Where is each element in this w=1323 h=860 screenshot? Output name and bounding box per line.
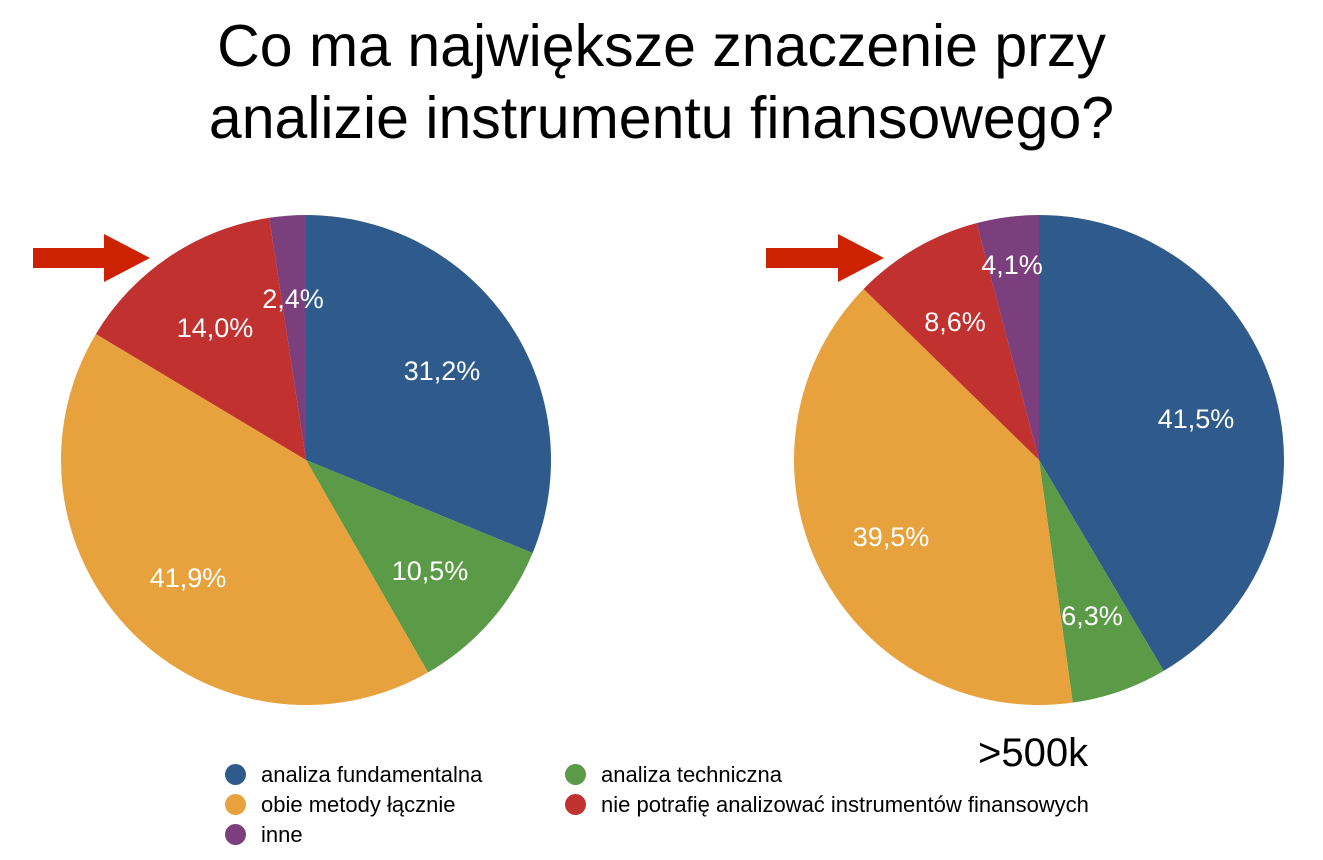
slice-label-other: 2,4% [262,284,324,314]
legend-label: analiza fundamentalna [261,762,483,787]
pie-slice-both [61,333,429,705]
pie-slice-other [269,215,306,460]
legend-label: analiza techniczna [601,762,783,787]
chart-title: Co ma największe znaczenie przy analizie… [0,10,1323,154]
legend-label: nie potrafię analizować instrumentów fin… [601,792,1089,817]
pie-slice-other [976,215,1039,460]
legend-label: inne [261,822,303,847]
legend-swatch-purple [225,824,246,845]
pie-slice-fundamental [1039,215,1284,671]
title-line-1: Co ma największe znaczenie przy [217,13,1106,79]
legend-swatch-red [565,794,586,815]
slice-label-other: 4,1% [981,250,1043,280]
slice-label-fundamental: 41,5% [1158,404,1235,434]
slice-label-both: 39,5% [853,522,930,552]
pie-slice-fundamental [306,215,551,554]
title-line-2: analizie instrumentu finansowego? [208,85,1115,151]
pie-slice-cannot [95,217,306,460]
slice-label-cannot: 14,0% [177,313,254,343]
legend-swatch-green [565,764,586,785]
pie-slice-technical [306,460,533,673]
pie-slice-both [793,288,1073,705]
pie-chart-over-500k: 41,5% 6,3% 39,5% 8,6% 4,1% [766,215,1284,705]
slice-label-fundamental: 31,2% [404,356,481,386]
legend-swatch-blue [225,764,246,785]
slice-label-cannot: 8,6% [924,307,986,337]
right-chart-subtitle: >500k [978,731,1089,775]
legend-swatch-orange [225,794,246,815]
slice-label-technical: 6,3% [1061,601,1123,631]
pie-slice-technical [1039,460,1164,703]
highlight-arrow-icon [766,234,884,282]
legend-label: obie metody łącznie [261,792,456,817]
pie-slice-cannot [863,223,1039,460]
slice-label-technical: 10,5% [392,556,469,586]
highlight-arrow-icon [33,234,150,282]
pie-chart-all: 31,2% 10,5% 41,9% 14,0% 2,4% [33,215,551,705]
slice-label-both: 41,9% [150,563,227,593]
